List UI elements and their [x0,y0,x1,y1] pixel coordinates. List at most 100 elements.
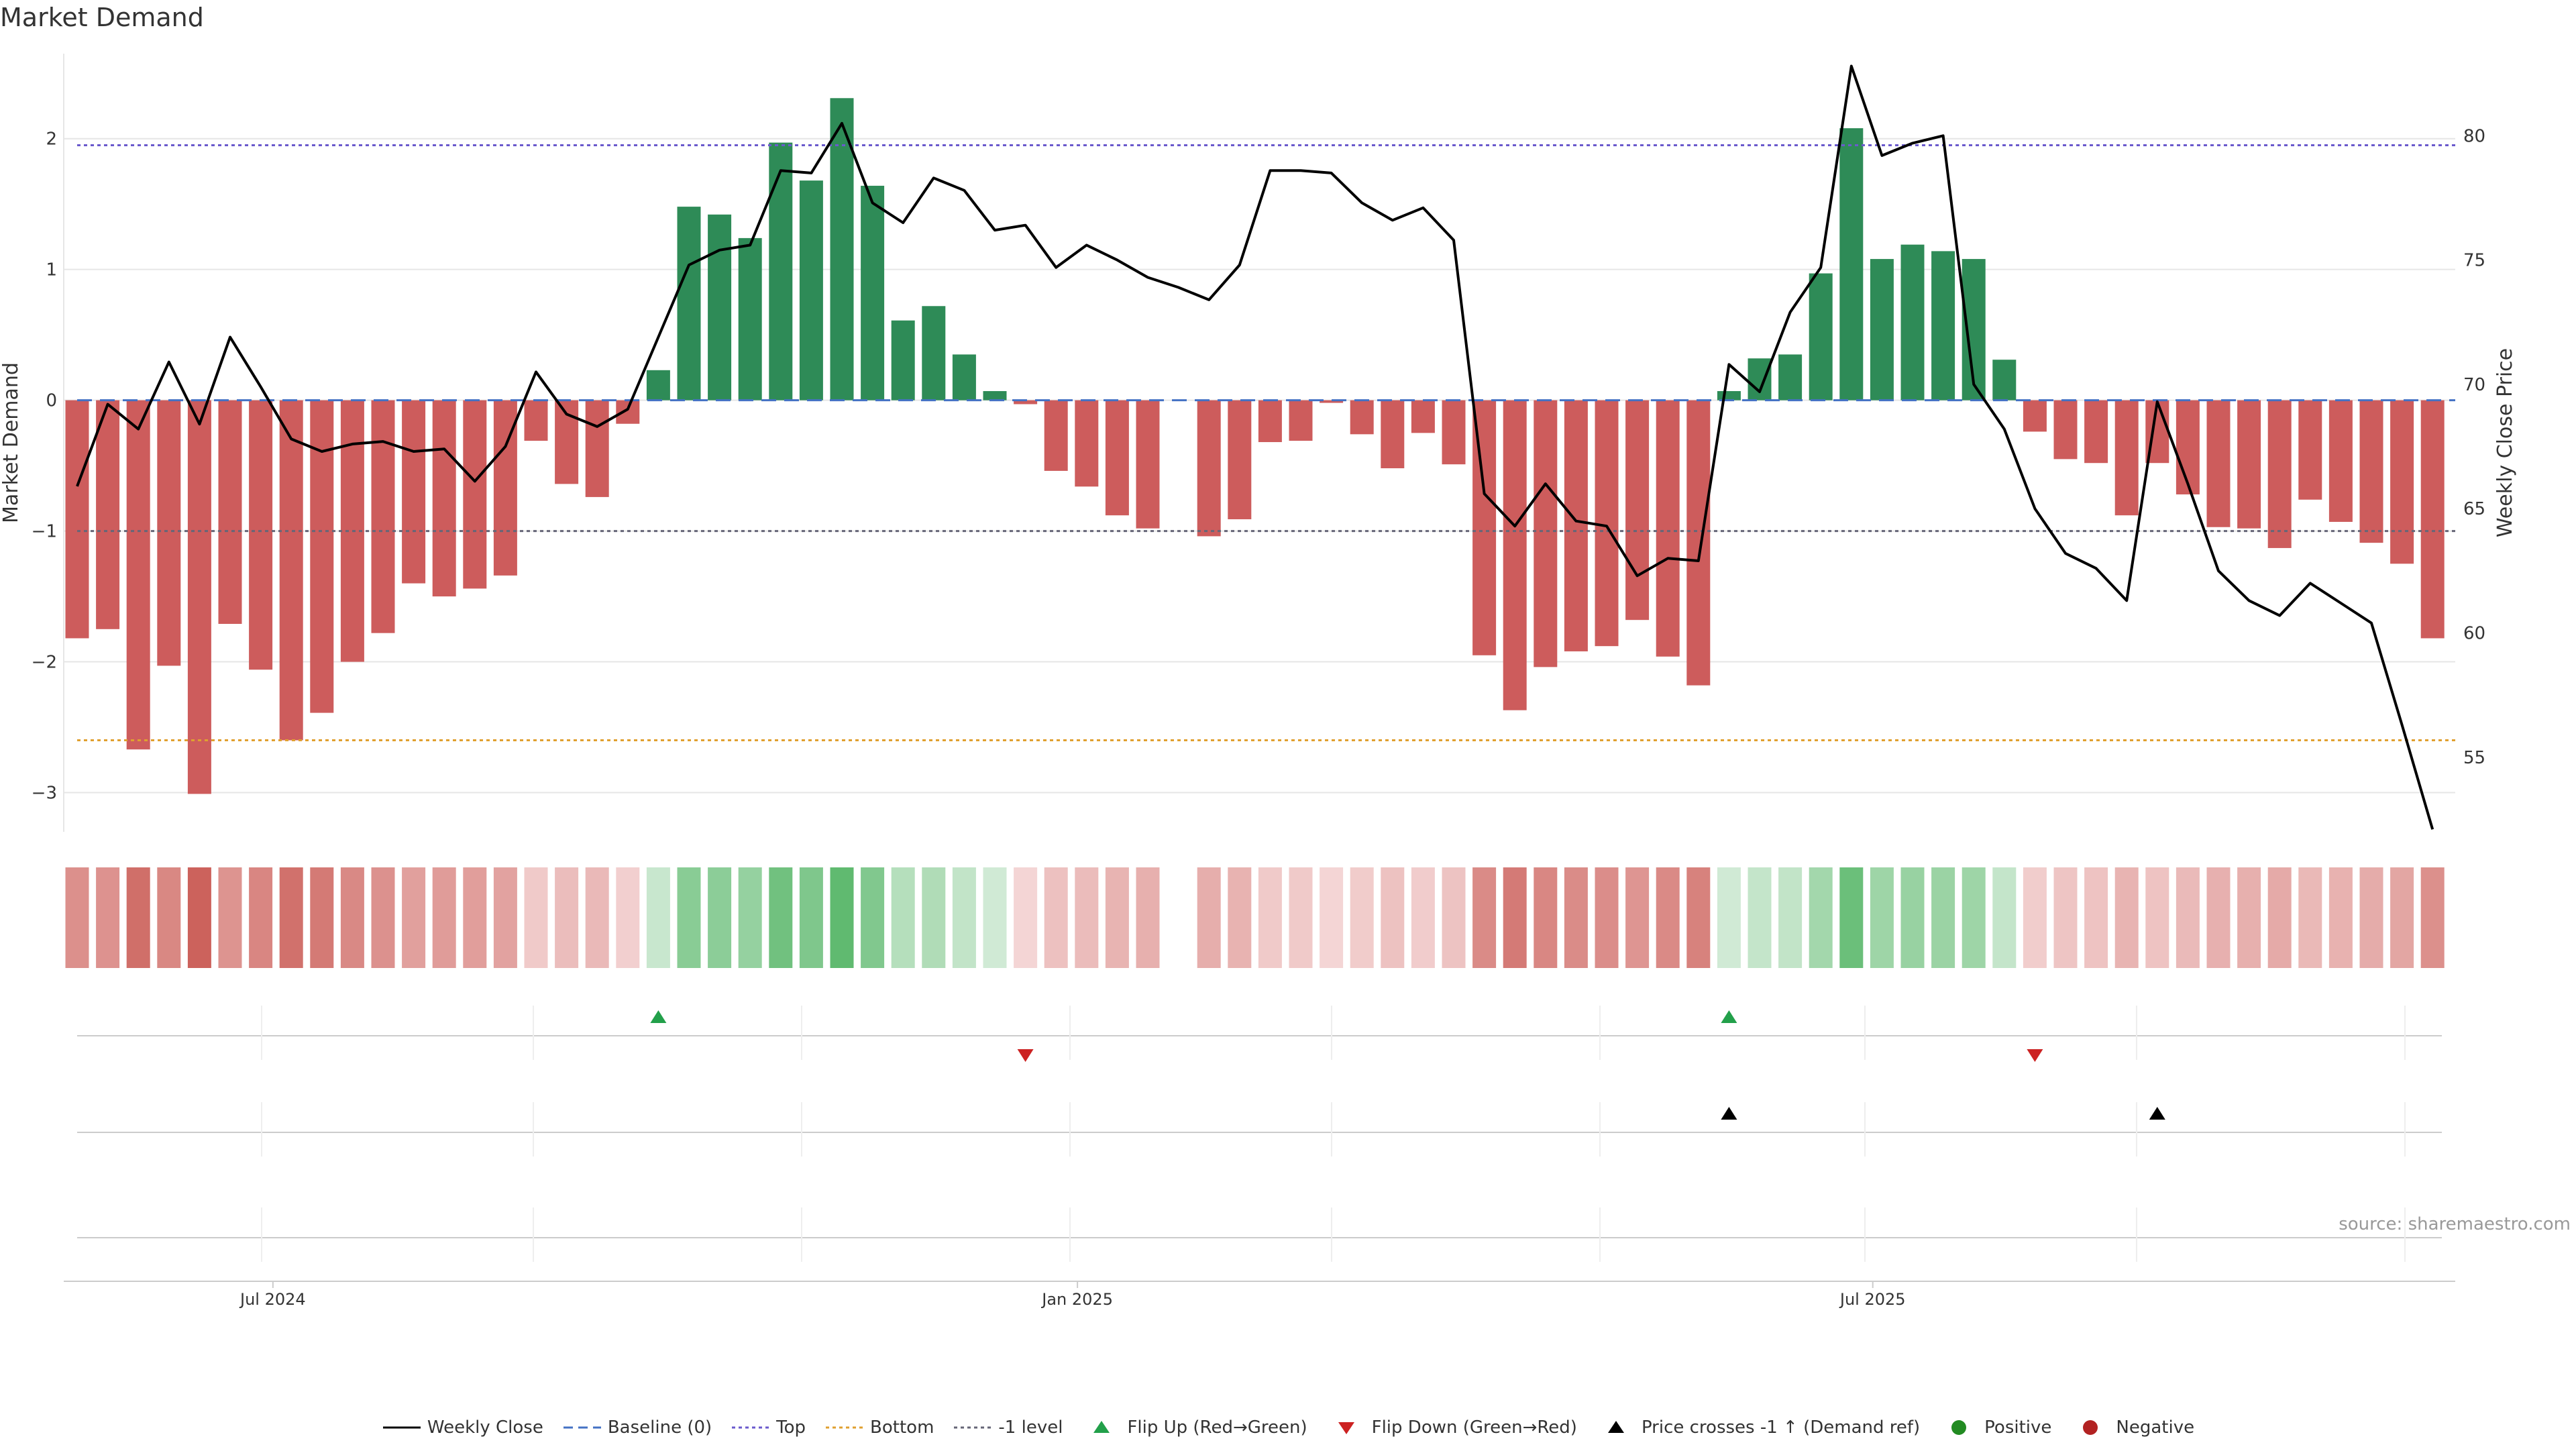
y-axis-title: Market Demand [0,362,23,523]
demand-bar [432,400,456,597]
heat-cell [1656,867,1680,968]
chart-legend: Weekly Close Baseline (0) Top Bottom -1 leve… [0,1417,2576,1438]
y2-tick-label: 55 [2463,748,2485,768]
demand-bar [1839,128,1864,400]
heat-cell [891,867,915,968]
legend-swatch-icon [382,1426,421,1429]
legend-item: Top [731,1417,806,1438]
demand-bar [65,400,89,639]
heat-cell [1320,867,1344,968]
y-tick-label: 1 [46,260,57,280]
demand-bar [1228,400,1252,520]
chart-title: Market Demand [0,3,204,32]
heat-cell [1870,867,1894,968]
heat-cell [96,867,120,968]
price-cross-marker [1721,1107,1737,1120]
heat-cell [830,867,854,968]
heat-cell [1503,867,1527,968]
heat-cell [371,867,395,968]
heat-cell [2420,867,2445,968]
heat-cell [1197,867,1221,968]
demand-bar [1320,400,1344,403]
heat-cell [646,867,670,968]
heat-cell [1931,867,1955,968]
heat-cell [616,867,640,968]
legend-label: -1 level [998,1417,1063,1438]
demand-bar [799,180,823,400]
heat-cell [1258,867,1282,968]
heat-cell [402,867,426,968]
legend-label: Bottom [870,1417,934,1438]
demand-bar [1411,400,1435,433]
demand-bar [983,390,1007,400]
heat-cell [555,867,579,968]
demand-bar [922,306,946,400]
heat-cell [2328,867,2353,968]
weekly-close-line [76,64,2434,830]
heat-cell [1075,867,1099,968]
demand-bar [218,400,242,625]
legend-swatch-icon [1951,1420,1967,1435]
legend-label: Positive [1984,1417,2052,1438]
heat-cell [1564,867,1588,968]
heat-cell [1962,867,1986,968]
demand-bar [830,98,854,400]
heat-cell [1044,867,1068,968]
heat-cell [983,867,1007,968]
y-tick-label: −3 [32,784,57,804]
heat-cell [2176,867,2200,968]
demand-bar [1350,400,1374,435]
price-cross-marker [2149,1107,2165,1120]
heat-cell [2390,867,2414,968]
heat-cell [585,867,609,968]
legend-label: Price crosses -1 ↑ (Demand ref) [1641,1417,1921,1438]
demand-bar [402,400,426,584]
y2-tick-label: 60 [2463,624,2485,644]
demand-bar [1197,400,1221,537]
demand-bar [677,207,701,400]
heat-cell [2359,867,2383,968]
demand-bar [861,185,885,400]
demand-bar [1625,400,1650,621]
demand-bar [2114,400,2139,516]
flip-down-marker [2027,1049,2043,1062]
legend-swatch-icon [826,1426,864,1429]
heat-cell [1472,867,1497,968]
demand-bar [187,400,211,794]
heat-cell [1014,867,1038,968]
demand-bar [616,400,640,424]
heat-cell [1686,867,1711,968]
y-tick-label: 2 [46,129,57,150]
y2-tick-label: 75 [2463,251,2485,271]
demand-bar [738,237,762,400]
demand-bar [2328,400,2353,522]
heat-cell [1534,867,1558,968]
legend-label: Baseline (0) [607,1417,712,1438]
demand-bar [1992,360,2017,400]
legend-swatch-icon [732,1426,770,1429]
heat-cell [1992,867,2017,968]
demand-bar [2359,400,2383,543]
demand-bar [1014,400,1038,405]
heat-cell [310,867,334,968]
heat-cell [126,867,150,968]
heat-cell [279,867,303,968]
heat-cell [2237,867,2261,968]
demand-bar [96,400,120,629]
heat-cell [1350,867,1374,968]
legend-label: Top [776,1417,806,1438]
legend-item: Bottom [824,1417,934,1438]
price-line-layer [76,64,2434,830]
legend-swatch-icon [1607,1421,1624,1433]
heat-cell [1136,867,1160,968]
heat-cell [432,867,456,968]
heat-cell [249,867,273,968]
legend-label: Flip Up (Red→Green) [1127,1417,1307,1438]
demand-bar [2390,400,2414,564]
demand-bar [1258,400,1282,443]
legend-item: Price crosses -1 ↑ (Demand ref) [1596,1417,1920,1438]
y2-tick-label: 80 [2463,126,2485,146]
demand-bar [1656,400,1680,657]
demand-bar [1289,400,1313,441]
